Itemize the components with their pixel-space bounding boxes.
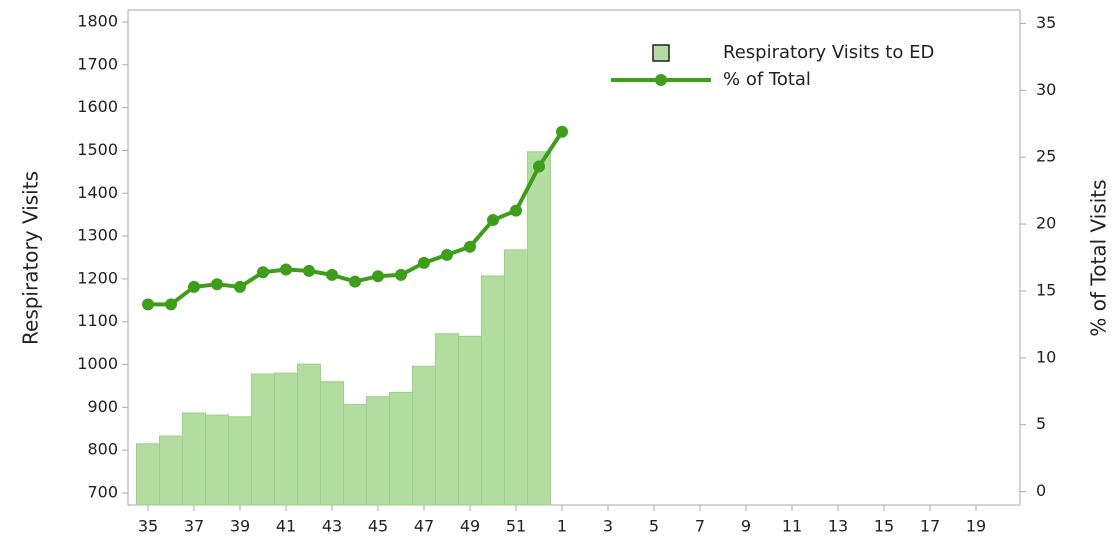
y-tick-label: 900 (87, 397, 118, 416)
bar (251, 373, 275, 506)
line-point (556, 125, 568, 138)
y-tick-label: 1100 (77, 311, 118, 330)
legend-label: % of Total (723, 69, 811, 90)
bar (481, 275, 505, 506)
line-point (533, 160, 545, 173)
line-point (326, 268, 338, 281)
line-point (372, 270, 384, 283)
y-tick-label: 1700 (77, 54, 118, 73)
line-point (257, 266, 269, 279)
x-tick-label: 11 (782, 517, 802, 536)
y2-tick-label: 0 (1036, 481, 1046, 500)
bar (435, 333, 459, 506)
y-tick-label: 1000 (77, 354, 118, 373)
line-point (142, 298, 154, 311)
x-tick-label: 7 (695, 517, 705, 536)
line-point (441, 248, 453, 261)
x-tick-label: 47 (414, 517, 434, 536)
x-tick-label: 3 (603, 517, 613, 536)
legend-label: Respiratory Visits to ED (723, 42, 934, 63)
x-tick-label: 13 (828, 517, 848, 536)
line-point (165, 298, 177, 311)
bar (366, 396, 390, 506)
line-point (464, 240, 476, 253)
x-tick-label: 41 (276, 517, 296, 536)
y-tick-label: 1500 (77, 140, 118, 159)
bar (458, 335, 482, 506)
line-point (418, 256, 430, 269)
x-tick-label: 9 (741, 517, 751, 536)
x-tick-label: 43 (322, 517, 342, 536)
x-tick-label: 1 (557, 517, 567, 536)
y2-tick-label: 25 (1036, 147, 1056, 166)
y-tick-label: 1600 (77, 97, 118, 116)
x-tick-label: 15 (874, 517, 894, 536)
y2-tick-label: 35 (1036, 13, 1056, 32)
x-tick-label: 37 (184, 517, 204, 536)
bar (159, 435, 183, 506)
bar (182, 412, 206, 506)
line-point (211, 278, 223, 291)
y2-tick-label: 10 (1036, 347, 1056, 366)
y-tick-label: 700 (87, 483, 118, 502)
y2-axis-title: % of Total Visits (1087, 179, 1111, 336)
x-tick-label: 39 (230, 517, 250, 536)
x-tick-label: 19 (966, 517, 986, 536)
x-tick-label: 35 (138, 517, 158, 536)
y2-tick-label: 5 (1036, 414, 1046, 433)
x-tick-label: 5 (649, 517, 659, 536)
y2-tick-label: 15 (1036, 280, 1056, 299)
bar (343, 403, 367, 506)
x-tick-label: 51 (506, 517, 526, 536)
bar (274, 372, 298, 506)
legend-marker (655, 74, 667, 86)
line-point (487, 214, 499, 227)
bar (389, 391, 413, 506)
bar (412, 365, 436, 506)
line-point (395, 268, 407, 281)
y-tick-label: 1300 (77, 226, 118, 245)
line-point (188, 280, 200, 293)
x-tick-label: 45 (368, 517, 388, 536)
x-tick-label: 49 (460, 517, 480, 536)
line-point (510, 204, 522, 217)
line-point (303, 264, 315, 277)
y-tick-label: 1800 (77, 11, 118, 30)
line-point (349, 275, 361, 288)
line-point (280, 263, 292, 276)
y-axis-title: Respiratory Visits (19, 171, 43, 345)
y-tick-label: 1400 (77, 183, 118, 202)
bar (205, 414, 229, 506)
y2-tick-label: 20 (1036, 214, 1056, 233)
y-tick-label: 800 (87, 440, 118, 459)
line-point (234, 280, 246, 293)
bar (297, 363, 321, 506)
legend-swatch (652, 44, 670, 62)
x-tick-label: 17 (920, 517, 940, 536)
bar (504, 249, 528, 506)
bar (320, 381, 344, 506)
bar (527, 151, 551, 506)
y2-tick-label: 30 (1036, 80, 1056, 99)
bar (136, 443, 160, 506)
y-tick-label: 1200 (77, 268, 118, 287)
bar (228, 416, 252, 506)
